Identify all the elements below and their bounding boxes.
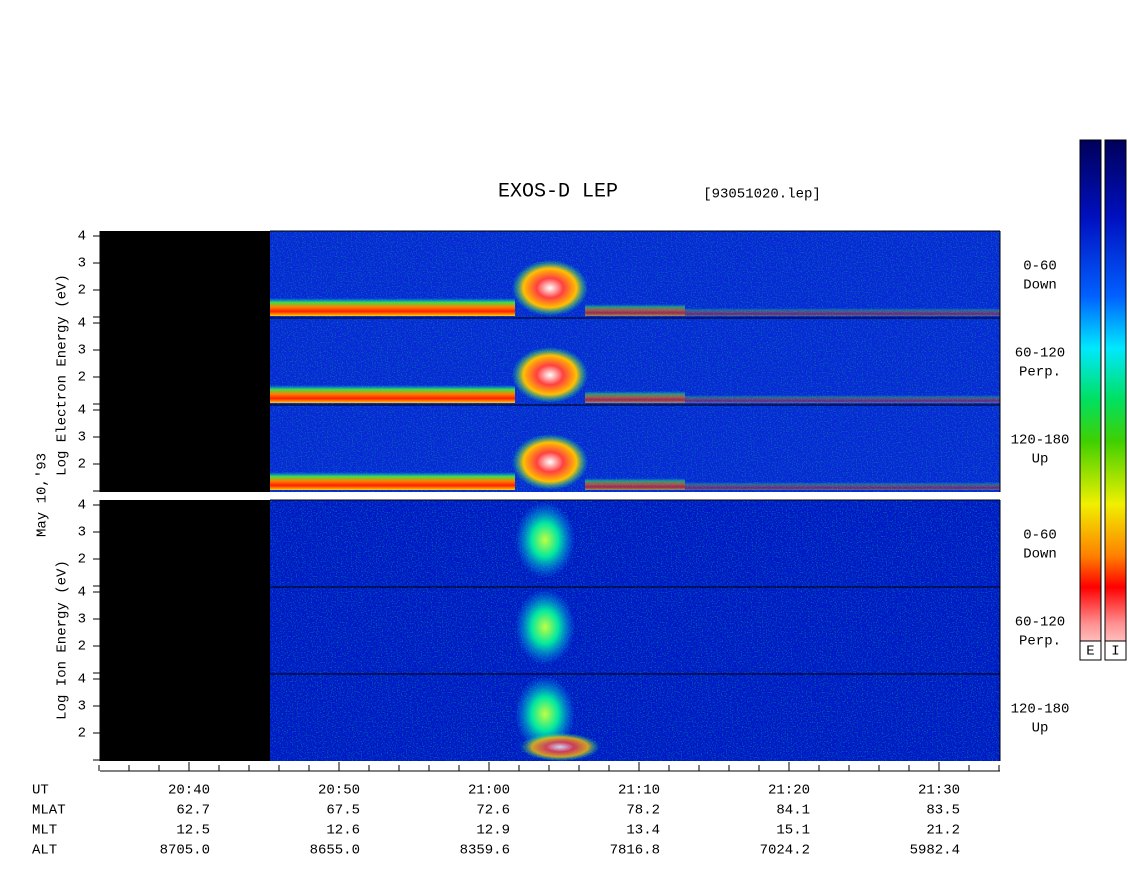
ephemeris-row-name: UT bbox=[32, 783, 49, 799]
ephemeris-value: 8359.6 bbox=[460, 843, 510, 859]
panel-label: Up bbox=[1032, 452, 1049, 468]
ephemeris-value: 21:30 bbox=[918, 783, 960, 799]
panel-label: Up bbox=[1032, 721, 1049, 737]
y-tick-label: 3 bbox=[78, 256, 86, 272]
spectrogram-noise bbox=[270, 674, 1000, 761]
ephemeris-value: 5982.4 bbox=[910, 843, 960, 859]
y-tick-label: 2 bbox=[78, 370, 86, 386]
colorbar-label-box bbox=[1079, 640, 1102, 661]
ephemeris-value: 21.2 bbox=[926, 823, 960, 839]
electron-band bbox=[585, 478, 685, 490]
y-tick-label: 4 bbox=[78, 672, 86, 688]
y-tick-label: 2 bbox=[78, 552, 86, 568]
ephemeris-row-name: ALT bbox=[32, 843, 57, 859]
spectrogram-blank bbox=[100, 500, 270, 587]
panel-label: Perp. bbox=[1019, 634, 1061, 650]
panel-label: 120-180 bbox=[1011, 433, 1070, 449]
y-tick-label: 2 bbox=[78, 457, 86, 473]
panel-label: 60-120 bbox=[1015, 346, 1065, 362]
y-tick-label: 4 bbox=[78, 403, 86, 419]
electron-band bbox=[585, 391, 685, 403]
y-tick-label: 3 bbox=[78, 525, 86, 541]
y-tick-label: 4 bbox=[78, 585, 86, 601]
y-tick-label: 3 bbox=[78, 612, 86, 628]
ephemeris-value: 8655.0 bbox=[310, 843, 360, 859]
colorbar-label-box bbox=[1104, 640, 1127, 661]
y-axis-label: Log Ion Energy (eV) bbox=[55, 560, 71, 720]
spectrogram-blank bbox=[100, 318, 270, 405]
burst bbox=[515, 502, 575, 578]
burst bbox=[520, 733, 600, 761]
electron-band bbox=[685, 482, 1000, 490]
ephemeris-value: 7816.8 bbox=[610, 843, 660, 859]
panel-label: Perp. bbox=[1019, 365, 1061, 381]
burst bbox=[512, 347, 588, 403]
ephemeris-value: 13.4 bbox=[626, 823, 660, 839]
colorbar-label: I bbox=[1111, 644, 1119, 660]
panel-label: Down bbox=[1023, 278, 1057, 294]
panel-label: Down bbox=[1023, 547, 1057, 563]
spectrogram-blank bbox=[100, 231, 270, 318]
y-tick-label: 3 bbox=[78, 699, 86, 715]
y-tick-label: 4 bbox=[78, 498, 86, 514]
panel-label: 0-60 bbox=[1023, 259, 1057, 275]
panel-label: 60-120 bbox=[1015, 615, 1065, 631]
y-tick-label: 3 bbox=[78, 343, 86, 359]
y-tick-label: 4 bbox=[78, 229, 86, 245]
ephemeris-value: 83.5 bbox=[926, 803, 960, 819]
ephemeris-value: 12.6 bbox=[326, 823, 360, 839]
ephemeris-row-name: MLAT bbox=[32, 803, 66, 819]
burst bbox=[512, 260, 588, 316]
ephemeris-value: 20:40 bbox=[168, 783, 210, 799]
y-tick-label: 2 bbox=[78, 283, 86, 299]
y-tick-label: 2 bbox=[78, 639, 86, 655]
electron-band bbox=[270, 298, 515, 316]
y-tick-label: 4 bbox=[78, 316, 86, 332]
spectrogram-blank bbox=[100, 587, 270, 674]
spectrogram-noise bbox=[270, 500, 1000, 587]
spectrogram-noise bbox=[270, 587, 1000, 674]
ephemeris-value: 20:50 bbox=[318, 783, 360, 799]
panel-label: 120-180 bbox=[1011, 702, 1070, 718]
y-tick-label: 2 bbox=[78, 726, 86, 742]
y-tick-label: 3 bbox=[78, 430, 86, 446]
ephemeris-value: 8705.0 bbox=[160, 843, 210, 859]
burst bbox=[512, 434, 588, 490]
ephemeris-value: 62.7 bbox=[176, 803, 210, 819]
ephemeris-value: 21:00 bbox=[468, 783, 510, 799]
ephemeris-row-name: MLT bbox=[32, 823, 57, 839]
y-axis-label: Log Electron Energy (eV) bbox=[55, 274, 71, 476]
burst bbox=[515, 589, 575, 665]
title: EXOS-D LEP bbox=[498, 180, 618, 203]
electron-band bbox=[685, 395, 1000, 403]
ephemeris-value: 12.9 bbox=[476, 823, 510, 839]
electron-band bbox=[685, 308, 1000, 316]
ephemeris-value: 21:20 bbox=[768, 783, 810, 799]
ephemeris-value: 7024.2 bbox=[760, 843, 810, 859]
ephemeris-value: 67.5 bbox=[326, 803, 360, 819]
ephemeris-value: 72.6 bbox=[476, 803, 510, 819]
colorbar-label: E bbox=[1086, 644, 1094, 660]
ephemeris-value: 15.1 bbox=[776, 823, 810, 839]
spectrogram-blank bbox=[100, 674, 270, 761]
electron-band bbox=[270, 385, 515, 403]
colorbar bbox=[1104, 139, 1127, 661]
ephemeris-value: 84.1 bbox=[776, 803, 810, 819]
spectrogram-blank bbox=[100, 405, 270, 492]
electron-band bbox=[270, 472, 515, 490]
ephemeris-value: 21:10 bbox=[618, 783, 660, 799]
electron-band bbox=[585, 304, 685, 316]
file-name: [93051020.lep] bbox=[703, 187, 821, 203]
colorbar bbox=[1079, 139, 1102, 661]
date: May 10,'93 bbox=[35, 453, 51, 537]
ephemeris-value: 12.5 bbox=[176, 823, 210, 839]
ephemeris-value: 78.2 bbox=[626, 803, 660, 819]
panel-label: 0-60 bbox=[1023, 528, 1057, 544]
